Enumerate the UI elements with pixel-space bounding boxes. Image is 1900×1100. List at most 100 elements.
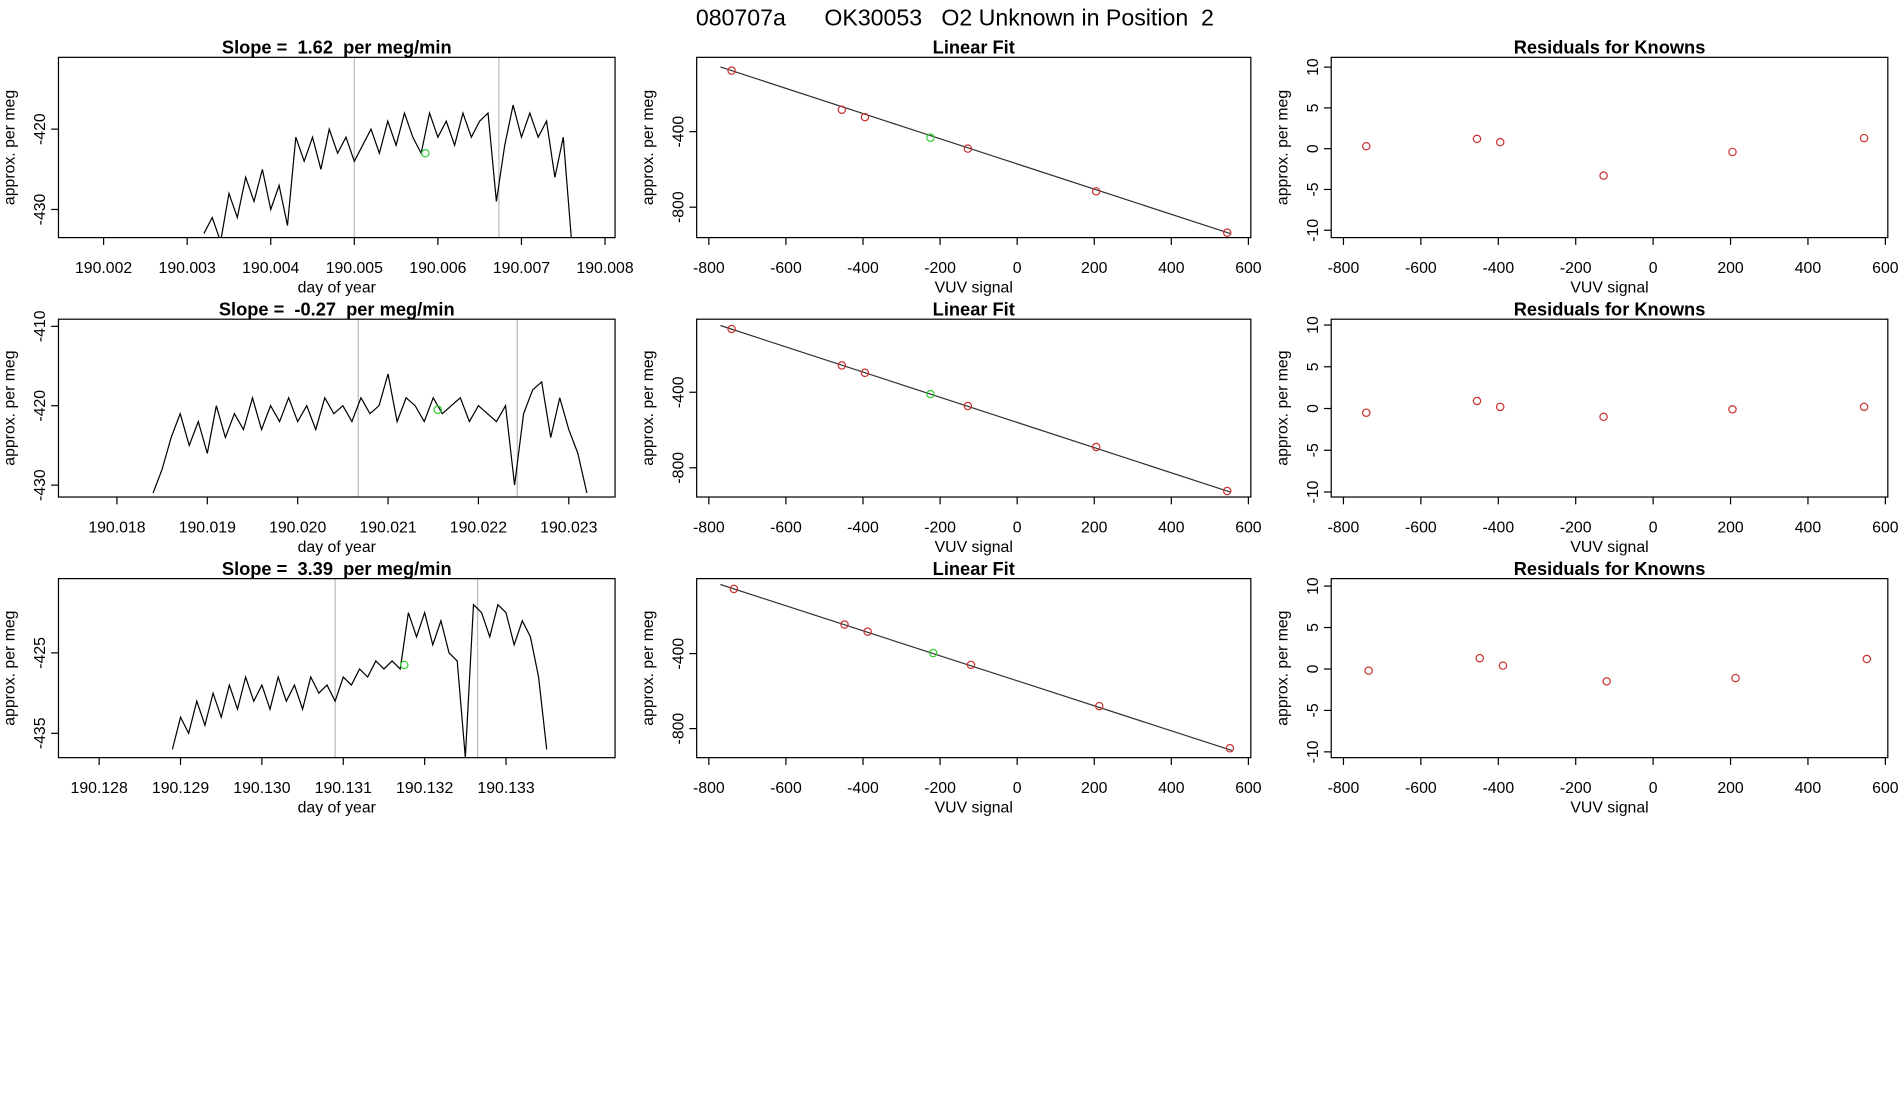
plot-area [720,583,1235,753]
plot-frame [696,318,1252,498]
point [1475,653,1484,663]
x-tick-label: 0 [1649,519,1658,536]
highlight-point [400,660,409,670]
x-tick-label: 190.133 [477,780,534,797]
x-tick-label: -200 [924,780,956,797]
x-tick-label: -600 [1405,260,1437,277]
y-tick-label: 5 [1305,362,1322,371]
x-tick-label: -800 [1328,260,1360,277]
point [1472,134,1482,144]
x-tick-label: 200 [1717,260,1744,277]
panel: Slope = -0.27 per meg/min day of year appr… [2,299,616,556]
panel-title: Residuals for Knowns [1514,299,1706,320]
panel: Slope = 3.39 per meg/min day of year appro… [2,558,616,816]
plot-frame [57,56,616,239]
x-tick-label: -400 [847,519,879,536]
x-tick-label: -800 [693,519,725,536]
point [1225,744,1235,753]
plot-frame [57,318,616,498]
panel-title: Slope = -0.27 per meg/min [219,299,455,320]
point [729,584,739,594]
y-axis-label: approx. per meg [640,611,657,726]
y-tick-label: 0 [1305,144,1322,153]
x-tick-label: -600 [770,519,802,536]
point [1362,408,1371,417]
x-tick-label: 190.004 [242,260,299,277]
y-tick-label: -400 [670,376,687,408]
panel-title: Linear Fit [933,558,1015,579]
panel-title: Residuals for Knowns [1514,558,1706,579]
plot-area [203,57,572,238]
point [1362,141,1371,151]
y-tick-label: -425 [32,637,49,669]
panel: Residuals for Knowns VUV signal approx. pe… [1274,558,1898,816]
x-tick-label: 600 [1872,519,1899,536]
x-axis-label: VUV signal [1570,539,1648,556]
y-tick-label: -800 [670,452,687,484]
x-tick-label: 190.019 [179,519,236,536]
y-tick-label: -400 [670,116,687,148]
point [1862,654,1872,664]
y-axis-label: approx. per meg [640,90,657,205]
y-tick-label: -435 [32,717,49,749]
x-tick-label: 190.008 [576,260,633,277]
y-tick-label: -10 [1305,480,1322,503]
x-tick-label: 190.007 [493,260,550,277]
x-axis-label: VUV signal [1570,279,1648,296]
point [863,627,872,636]
x-tick-label: 600 [1235,780,1262,797]
y-tick-label: 10 [1305,58,1322,76]
x-tick-label: 600 [1872,260,1899,277]
x-tick-label: 190.020 [269,519,326,536]
series-line [203,104,572,238]
point [1498,661,1508,670]
x-tick-label: -600 [770,780,802,797]
y-tick-label: -10 [1305,740,1322,763]
x-tick-label: 400 [1158,519,1185,536]
y-tick-label: -420 [32,390,49,422]
fit-line [720,583,1234,752]
y-axis-label: approx. per meg [1274,90,1291,205]
panel-title: Slope = 3.39 per meg/min [222,558,452,579]
series-line [171,603,548,758]
y-axis-label: approx. per meg [2,350,19,465]
plot-area [720,66,1232,237]
y-tick-label: -5 [1305,443,1322,457]
y-axis-label: approx. per meg [2,90,19,205]
x-tick-label: 400 [1158,260,1185,277]
x-tick-label: -400 [1482,780,1514,797]
y-tick-label: -410 [32,310,49,342]
plot-area [720,324,1232,496]
y-tick-label: -430 [32,469,49,501]
x-tick-label: 190.002 [75,260,132,277]
x-tick-label: 200 [1081,780,1108,797]
x-tick-label: 400 [1158,780,1185,797]
x-tick-label: 600 [1872,780,1899,797]
x-tick-label: -200 [1560,780,1592,797]
y-tick-label: -10 [1305,219,1322,242]
x-axis-label: VUV signal [935,279,1013,296]
x-tick-label: 190.022 [450,519,507,536]
x-tick-label: 200 [1717,780,1744,797]
y-tick-label: -5 [1305,703,1322,717]
x-tick-label: -800 [693,260,725,277]
point [860,112,870,122]
x-tick-label: -400 [847,260,879,277]
point [926,389,935,399]
x-tick-label: -600 [1405,519,1437,536]
x-axis-label: VUV signal [935,799,1013,816]
point [1731,673,1740,683]
figure-title: 080707a OK30053 O2 Unknown in Position 2 [696,5,1214,31]
x-tick-label: 190.023 [540,519,597,536]
y-tick-label: -430 [32,193,49,225]
x-tick-label: -400 [1482,260,1514,277]
x-tick-label: 0 [1013,519,1022,536]
point [837,361,847,370]
point [1859,402,1869,412]
point [928,648,938,658]
y-axis-label: approx. per meg [1274,611,1291,726]
x-tick-label: 190.018 [88,519,145,536]
point [1091,442,1101,452]
